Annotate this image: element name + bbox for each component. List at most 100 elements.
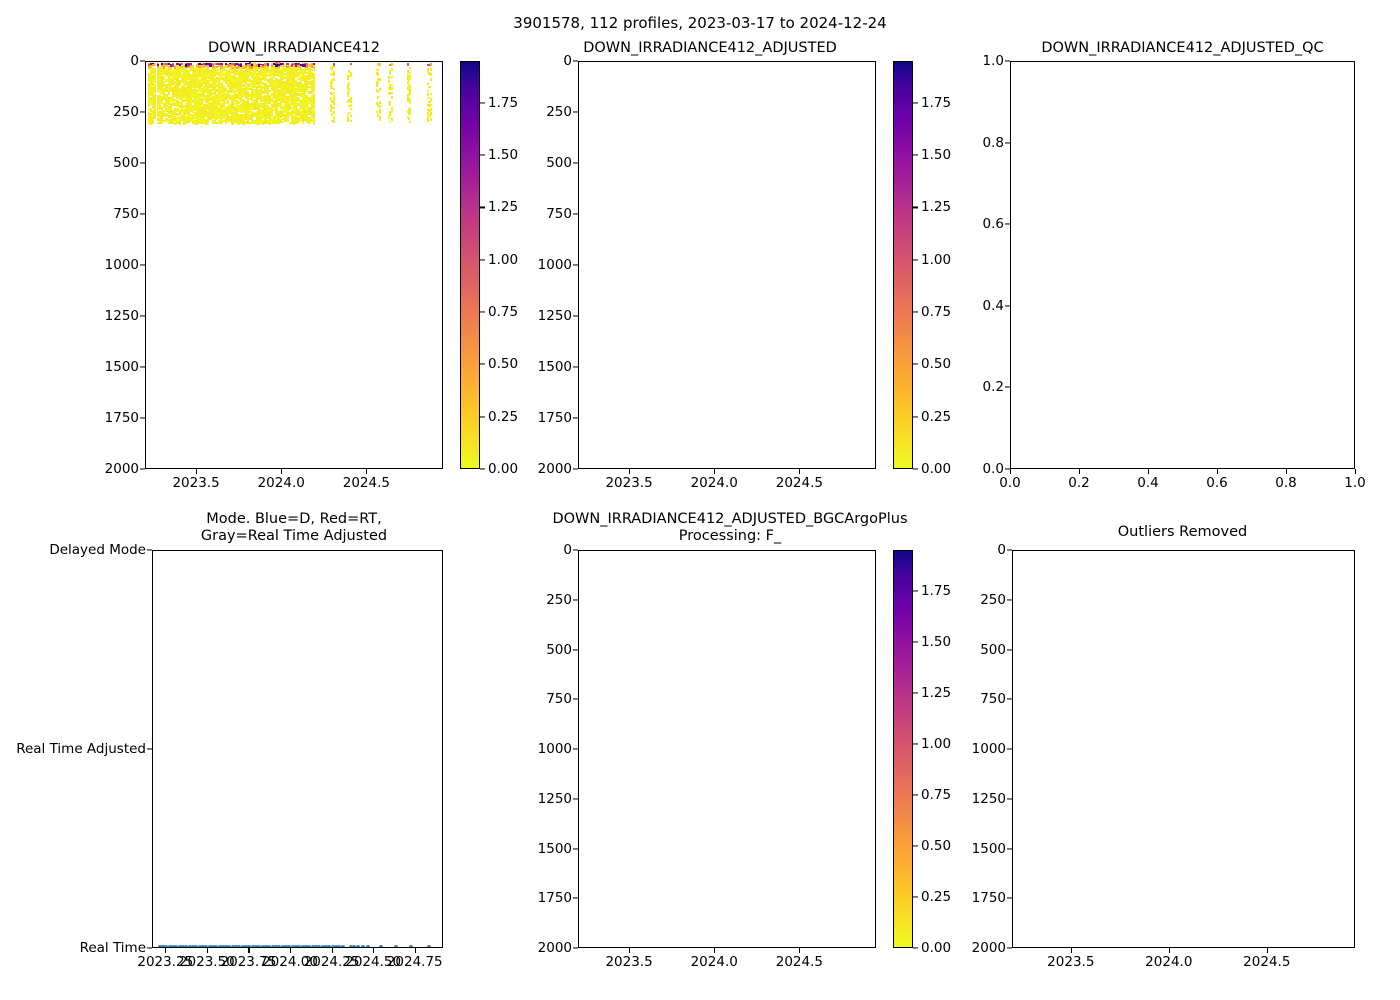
irradiance-data-point	[207, 110, 210, 114]
irradiance-data-point	[152, 116, 155, 119]
irradiance-data-point	[189, 62, 192, 66]
irradiance-data-point	[174, 93, 177, 96]
irradiance-data-point	[220, 94, 223, 98]
irradiance-data-point	[295, 70, 298, 73]
irradiance-data-point	[229, 115, 232, 119]
irradiance-data-point	[167, 72, 170, 75]
irradiance-data-point	[147, 90, 150, 93]
irradiance-data-point	[160, 95, 164, 99]
irradiance-data-point	[242, 116, 245, 119]
irradiance-data-point	[171, 88, 175, 92]
irradiance-data-point	[253, 69, 256, 72]
irradiance-data-point	[242, 105, 245, 108]
mode-data-point	[184, 945, 189, 947]
irradiance-data-point	[160, 101, 164, 105]
panel-outliers-plot-area[interactable]	[1012, 550, 1355, 948]
irradiance-data-point	[409, 88, 412, 92]
irradiance-data-point	[191, 99, 194, 102]
panel-adjusted-plot-area[interactable]	[578, 61, 876, 469]
irradiance-data-point	[253, 106, 256, 110]
irradiance-data-point	[198, 121, 201, 125]
irradiance-data-point	[178, 105, 181, 109]
irradiance-data-point	[266, 110, 269, 114]
irradiance-data-point	[176, 76, 179, 79]
mode-data-point	[180, 945, 185, 947]
irradiance-data-point	[176, 92, 179, 96]
irradiance-data-point	[262, 114, 265, 118]
irradiance-data-point	[154, 103, 157, 107]
irradiance-data-point	[249, 110, 252, 114]
irradiance-data-point	[189, 93, 192, 97]
irradiance-data-point	[191, 81, 194, 85]
irradiance-data-point	[290, 103, 294, 106]
irradiance-data-point	[207, 87, 210, 91]
irradiance-data-point	[149, 67, 153, 71]
irradiance-data-point	[246, 106, 249, 110]
colorbar-tick-mark	[913, 896, 918, 898]
irradiance-data-point	[389, 103, 392, 106]
irradiance-data-point	[308, 80, 311, 84]
irradiance-data-point	[163, 77, 166, 80]
irradiance-data-point	[257, 66, 260, 70]
irradiance-data-point	[156, 89, 159, 93]
y-tick-mark	[573, 549, 578, 551]
irradiance-data-point	[299, 99, 302, 103]
panel-raw-plot-area[interactable]	[145, 61, 443, 469]
irradiance-data-point	[156, 105, 159, 108]
panel-qc-plot-area[interactable]	[1010, 61, 1355, 469]
irradiance-data-point	[185, 90, 188, 94]
colorbar-tick-mark	[480, 416, 485, 418]
irradiance-data-point	[233, 74, 236, 78]
irradiance-data-point	[249, 87, 252, 91]
irradiance-data-point	[196, 119, 199, 123]
colorbar-tick-mark	[480, 468, 485, 470]
irradiance-data-point	[160, 64, 164, 68]
irradiance-data-point	[154, 90, 157, 94]
irradiance-data-point	[262, 91, 265, 95]
irradiance-data-point	[266, 113, 269, 116]
irradiance-data-point	[149, 79, 153, 83]
irradiance-data-point	[329, 83, 333, 87]
irradiance-data-point	[409, 110, 412, 113]
irradiance-data-point	[332, 94, 335, 98]
irradiance-data-point	[293, 78, 296, 82]
irradiance-data-point	[306, 99, 309, 103]
irradiance-data-point	[268, 79, 272, 82]
irradiance-data-point	[301, 121, 305, 125]
irradiance-data-point	[165, 94, 168, 97]
irradiance-data-point	[275, 89, 278, 93]
irradiance-data-point	[304, 102, 307, 106]
irradiance-data-point	[244, 79, 247, 83]
irradiance-data-point	[242, 94, 245, 97]
irradiance-data-point	[277, 95, 280, 99]
panel-bgcargoplus-plot-area[interactable]	[578, 550, 876, 948]
mode-data-point	[187, 945, 192, 947]
irradiance-data-point	[268, 119, 272, 123]
irradiance-data-point	[375, 81, 379, 84]
irradiance-data-point	[429, 112, 432, 116]
irradiance-data-point	[264, 111, 267, 115]
irradiance-data-point	[249, 103, 252, 106]
irradiance-data-point	[295, 75, 298, 79]
irradiance-data-point	[304, 71, 307, 75]
y-tick-mark	[140, 111, 145, 113]
irradiance-data-point	[268, 89, 272, 93]
irradiance-data-point	[218, 93, 221, 96]
y-tick-label: 1500	[971, 840, 1006, 857]
irradiance-data-point	[163, 62, 166, 66]
panel-mode-plot-area[interactable]	[152, 550, 443, 948]
irradiance-data-point	[215, 100, 219, 103]
irradiance-data-point	[185, 86, 188, 90]
irradiance-data-point	[279, 120, 283, 124]
irradiance-data-point	[293, 74, 296, 78]
irradiance-data-point	[235, 80, 238, 84]
irradiance-data-point	[163, 114, 166, 118]
irradiance-data-point	[282, 112, 285, 115]
irradiance-data-point	[165, 62, 168, 66]
irradiance-data-point	[209, 92, 212, 95]
irradiance-data-point	[293, 91, 296, 94]
irradiance-data-point	[295, 105, 298, 109]
irradiance-data-point	[331, 92, 334, 96]
irradiance-data-point	[226, 118, 230, 121]
irradiance-data-point	[255, 119, 258, 122]
